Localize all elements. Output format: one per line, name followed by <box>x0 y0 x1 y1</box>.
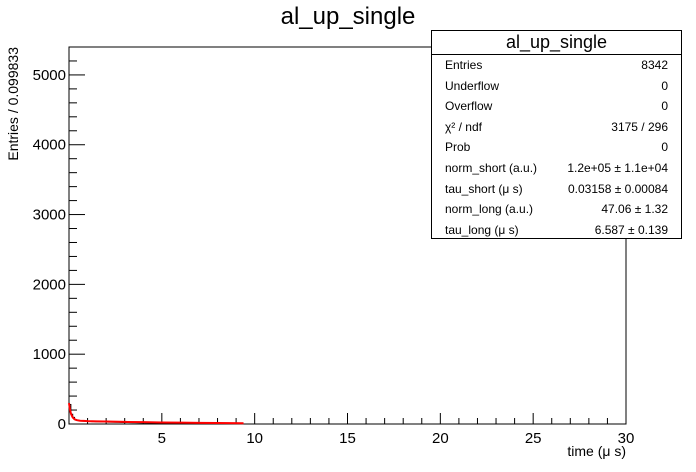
stats-row-value: 0 <box>661 78 668 93</box>
tick-labels: 5 10 15 20 25 30 0 1000 2000 3000 4000 5000 <box>33 67 635 447</box>
stats-row: χ² / ndf 3175 / 296 <box>432 117 681 138</box>
y-tick-label: 0 <box>58 416 66 433</box>
x-axis-label: time (μ s) <box>567 443 626 459</box>
stats-row: norm_long (a.u.) 47.06 ± 1.32 <box>432 199 681 220</box>
stats-row: Prob 0 <box>432 137 681 158</box>
chart-title: al_up_single <box>280 3 416 30</box>
fit-curve <box>68 402 244 425</box>
stats-row-label: χ² / ndf <box>445 119 482 134</box>
stats-row: norm_short (a.u.) 1.2e+05 ± 1.1e+04 <box>432 158 681 179</box>
stats-row-value: 47.06 ± 1.32 <box>601 202 668 217</box>
stats-row-label: Entries <box>445 58 483 72</box>
x-tick-label: 10 <box>246 430 263 447</box>
stats-row-value: 1.2e+05 ± 1.1e+04 <box>567 160 668 175</box>
x-tick-label: 25 <box>525 430 542 447</box>
y-tick-label: 4000 <box>33 137 66 154</box>
x-tick-label: 15 <box>339 430 356 447</box>
x-tick-label: 20 <box>432 430 449 447</box>
stats-row: tau_short (μ s) 0.03158 ± 0.00084 <box>432 179 681 200</box>
stats-row: tau_long (μ s) 6.587 ± 0.139 <box>432 220 681 241</box>
stats-row-label: norm_long (a.u.) <box>445 202 534 217</box>
y-tick-label: 1000 <box>33 346 66 363</box>
y-tick-label: 5000 <box>33 67 66 84</box>
stats-row-value: 0.03158 ± 0.00084 <box>567 181 668 196</box>
stats-row-value: 3175 / 296 <box>611 119 668 134</box>
stats-row-label: Underflow <box>445 78 500 93</box>
stats-row: Overflow 0 <box>432 96 681 117</box>
stats-row-value: 6.587 ± 0.139 <box>594 222 668 237</box>
stats-row: Underflow 0 <box>432 76 681 97</box>
x-tick-label: 30 <box>618 430 635 447</box>
stats-row: Entries 8342 <box>432 55 681 76</box>
stats-box: al_up_single Entries 8342 Underflow 0 Overfl… <box>431 30 682 239</box>
stats-row-label: tau_short (μ s) <box>445 181 523 196</box>
stats-row-label: tau_long (μ s) <box>445 222 519 237</box>
stats-row-label: norm_short (a.u.) <box>445 160 538 175</box>
y-tick-label: 2000 <box>33 276 66 293</box>
y-tick-label: 3000 <box>33 207 66 224</box>
stats-row-value: 8342 <box>641 58 668 72</box>
stats-row-value: 0 <box>661 140 668 155</box>
x-tick-label: 5 <box>158 430 166 447</box>
stats-title: al_up_single <box>432 31 681 55</box>
stats-rows: Entries 8342 Underflow 0 Overflow 0 χ² / ndf 31… <box>432 55 681 240</box>
stats-row-value: 0 <box>661 99 668 114</box>
y-axis-label: Entries / 0.099833 <box>5 47 21 161</box>
stats-row-label: Prob <box>445 140 471 155</box>
stats-row-label: Overflow <box>445 99 493 114</box>
